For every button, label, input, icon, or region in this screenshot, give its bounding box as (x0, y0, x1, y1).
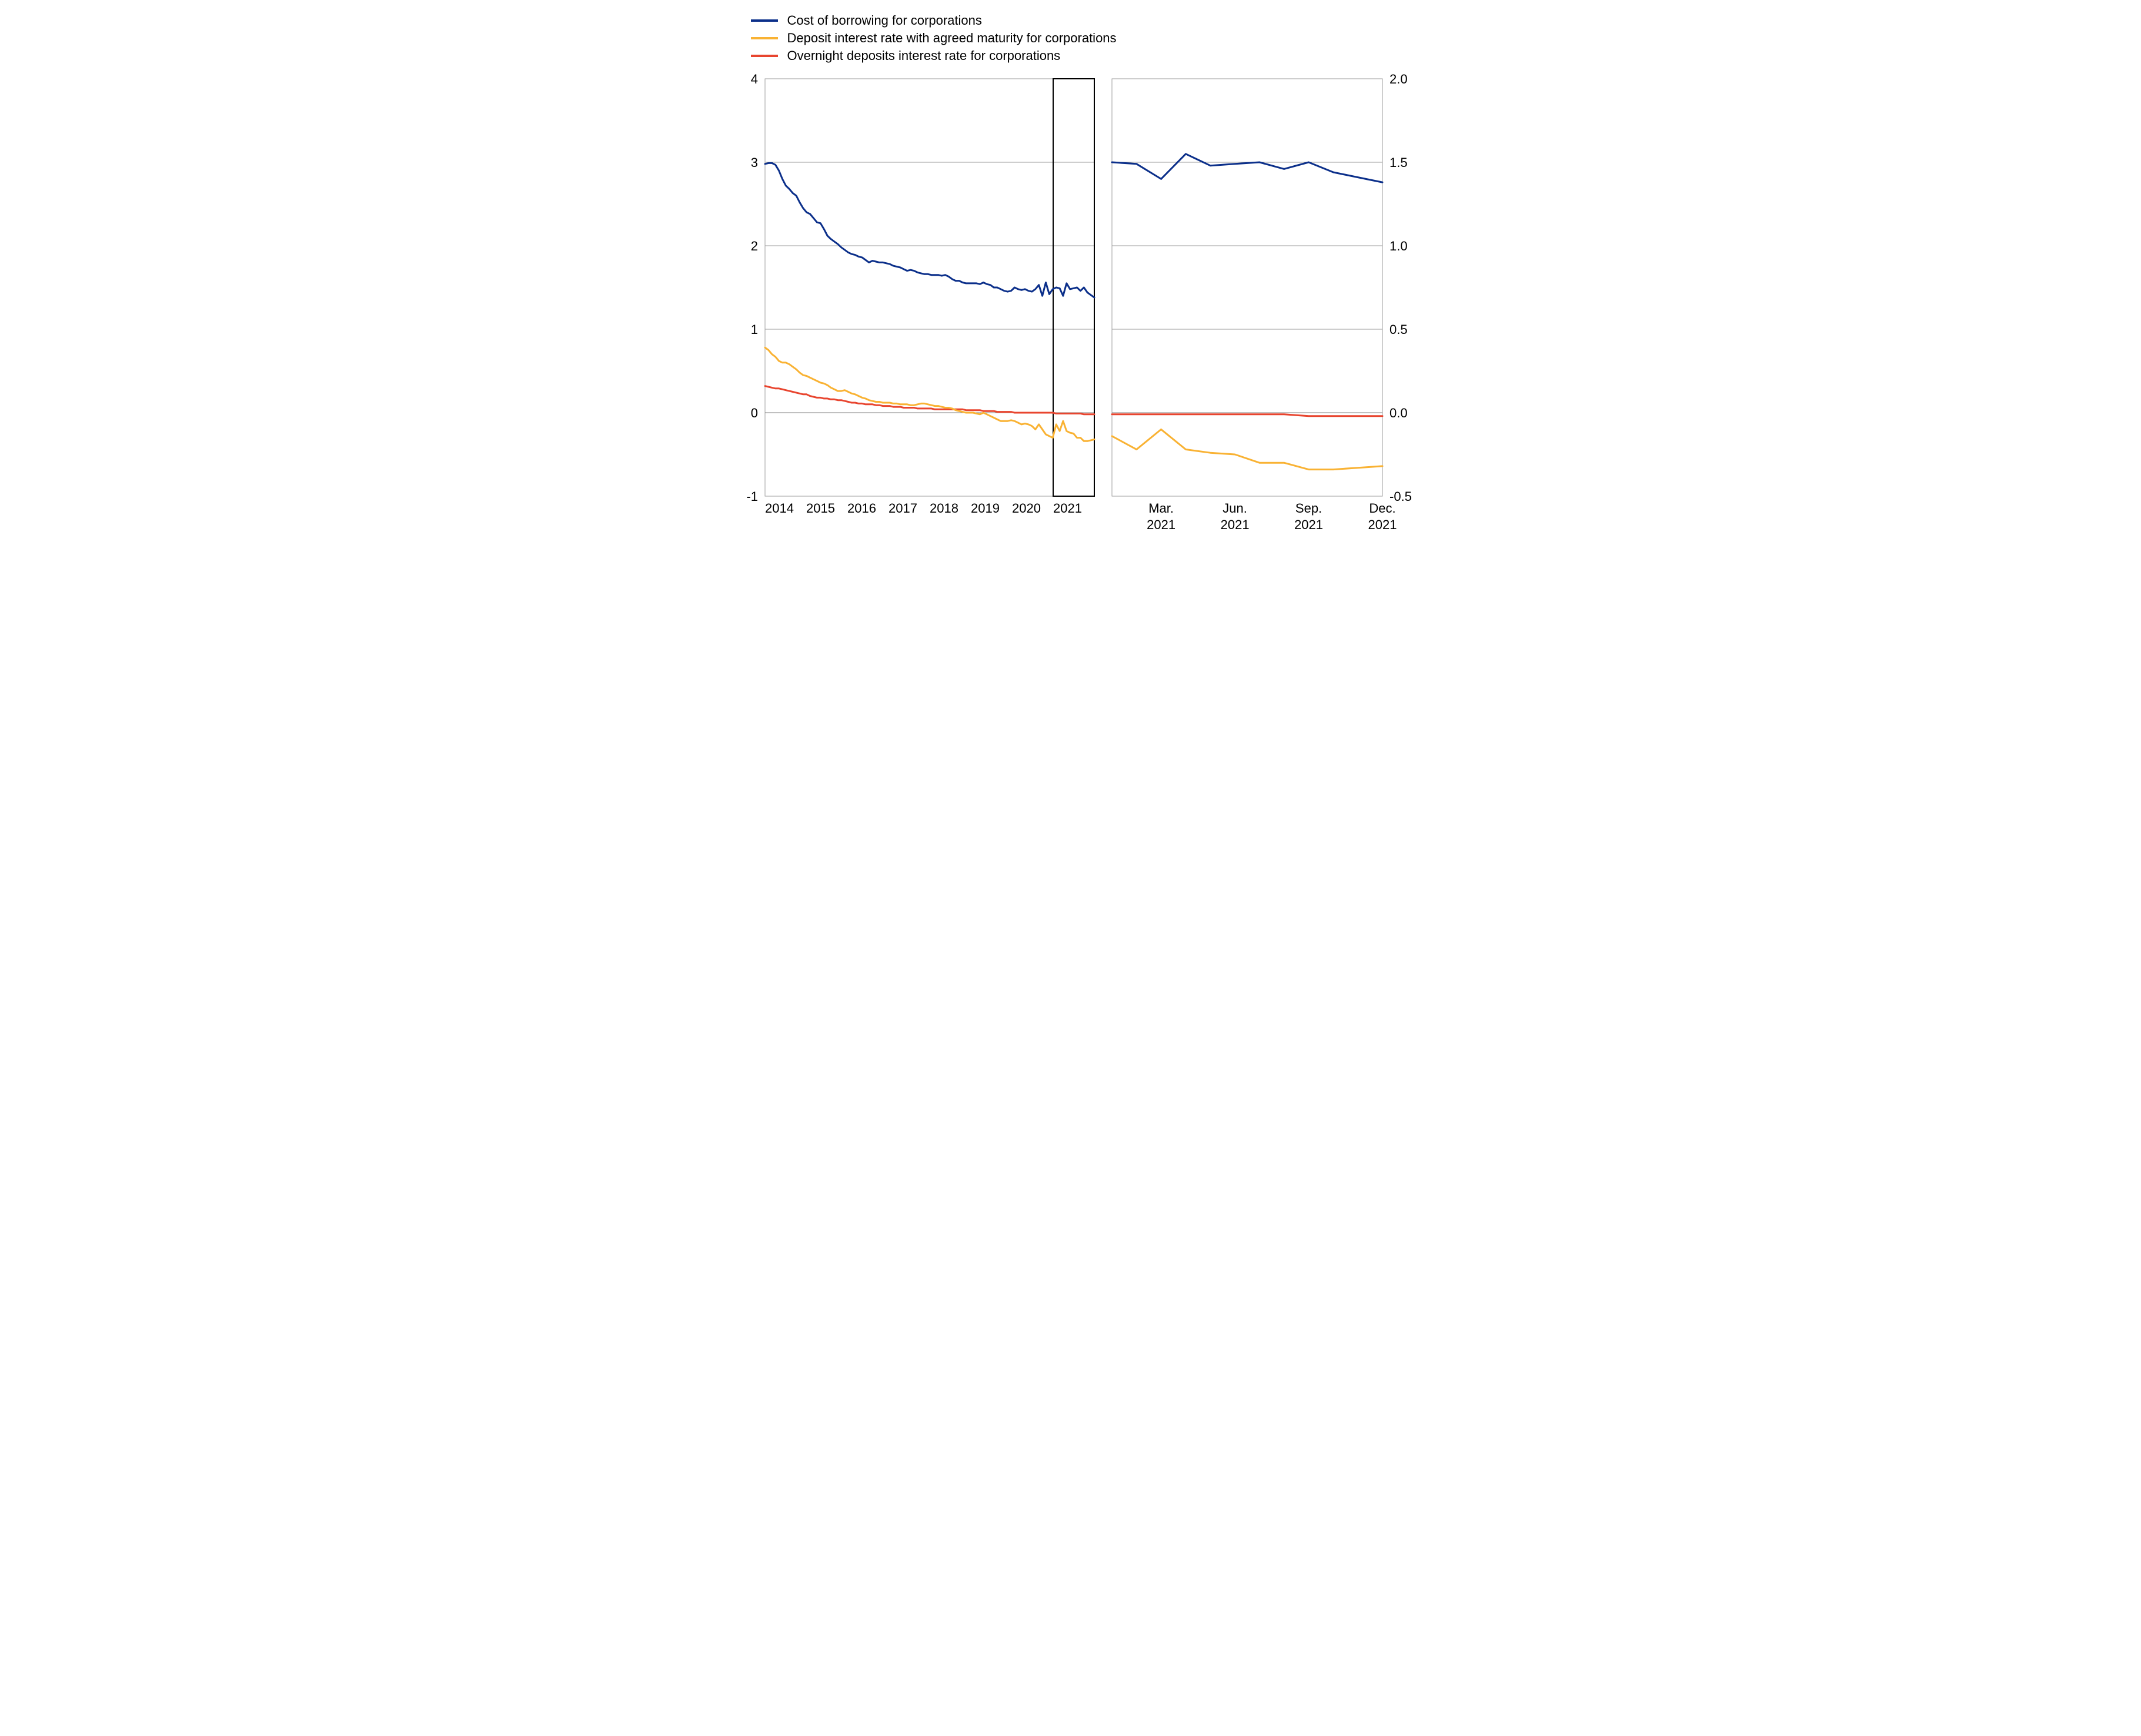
legend-label-borrowing: Cost of borrowing for corporations (787, 13, 982, 28)
left-xtick-label: 2015 (806, 501, 835, 516)
left-xtick-label: 2018 (930, 501, 958, 516)
right-series-borrowing (1112, 154, 1382, 182)
legend-item-deposit-maturity: Deposit interest rate with agreed maturi… (751, 31, 1424, 46)
left-ytick-label: 4 (750, 73, 757, 86)
right-series-deposit_maturity (1112, 429, 1382, 469)
right-ytick-label: 2.0 (1390, 73, 1408, 86)
right-xtick-label-bottom: 2021 (1220, 517, 1249, 532)
right-ytick-label: 0.5 (1390, 322, 1408, 337)
left-xtick-label: 2017 (889, 501, 917, 516)
right-ytick-label: 1.0 (1390, 239, 1408, 253)
left-series-overnight (765, 386, 1094, 414)
right-ytick-label: 1.5 (1390, 155, 1408, 170)
legend-swatch-deposit-maturity (751, 37, 778, 39)
right-panel-frame (1112, 79, 1382, 496)
left-xtick-label: 2014 (765, 501, 794, 516)
right-xtick-label-top: Dec. (1369, 501, 1395, 516)
legend-label-overnight: Overnight deposits interest rate for cor… (787, 48, 1061, 63)
legend-item-overnight: Overnight deposits interest rate for cor… (751, 48, 1424, 63)
legend-swatch-overnight (751, 55, 778, 57)
legend: Cost of borrowing for corporations Depos… (718, 0, 1424, 73)
left-xtick-label: 2019 (971, 501, 1000, 516)
legend-label-deposit-maturity: Deposit interest rate with agreed maturi… (787, 31, 1117, 46)
left-xtick-label: 2021 (1053, 501, 1082, 516)
right-xtick-label-bottom: 2021 (1294, 517, 1323, 532)
left-ytick-label: 1 (750, 322, 757, 337)
legend-swatch-borrowing (751, 19, 778, 22)
right-xtick-label-top: Sep. (1295, 501, 1321, 516)
right-xtick-label-top: Mar. (1148, 501, 1174, 516)
left-ytick-label: 2 (750, 239, 757, 253)
right-xtick-label-bottom: 2021 (1147, 517, 1175, 532)
left-xtick-label: 2020 (1012, 501, 1041, 516)
right-xtick-label-top: Jun. (1223, 501, 1247, 516)
legend-item-borrowing: Cost of borrowing for corporations (751, 13, 1424, 28)
right-series-overnight (1112, 414, 1382, 416)
left-xtick-label: 2016 (847, 501, 876, 516)
left-series-borrowing (765, 163, 1094, 297)
right-ytick-label: 0.0 (1390, 406, 1408, 420)
left-ytick-label: 3 (750, 155, 757, 170)
left-ytick-label: -1 (746, 489, 758, 504)
left-ytick-label: 0 (750, 406, 757, 420)
dual-panel-line-chart: -10123420142015201620172018201920202021-… (718, 73, 1424, 555)
right-xtick-label-bottom: 2021 (1368, 517, 1397, 532)
left-series-deposit_maturity (765, 347, 1094, 441)
